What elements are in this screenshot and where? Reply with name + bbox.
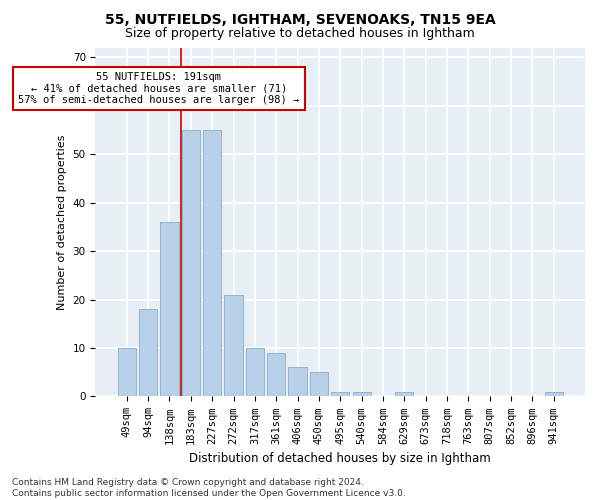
Bar [118,348,136,397]
Text: Contains HM Land Registry data © Crown copyright and database right 2024.
Contai: Contains HM Land Registry data © Crown c… [12,478,406,498]
Bar [224,294,242,396]
Bar [310,372,328,396]
X-axis label: Distribution of detached houses by size in Ightham: Distribution of detached houses by size … [190,452,491,465]
Bar [545,392,563,396]
Bar [267,353,285,397]
Bar [160,222,179,396]
Bar [246,348,264,397]
Bar [182,130,200,396]
Text: Size of property relative to detached houses in Ightham: Size of property relative to detached ho… [125,28,475,40]
Bar [139,309,157,396]
Bar [395,392,413,396]
Bar [289,368,307,396]
Text: 55 NUTFIELDS: 191sqm
← 41% of detached houses are smaller (71)
57% of semi-detac: 55 NUTFIELDS: 191sqm ← 41% of detached h… [18,72,299,105]
Bar [203,130,221,396]
Bar [353,392,371,396]
Y-axis label: Number of detached properties: Number of detached properties [57,134,67,310]
Text: 55, NUTFIELDS, IGHTHAM, SEVENOAKS, TN15 9EA: 55, NUTFIELDS, IGHTHAM, SEVENOAKS, TN15 … [104,12,496,26]
Bar [331,392,349,396]
